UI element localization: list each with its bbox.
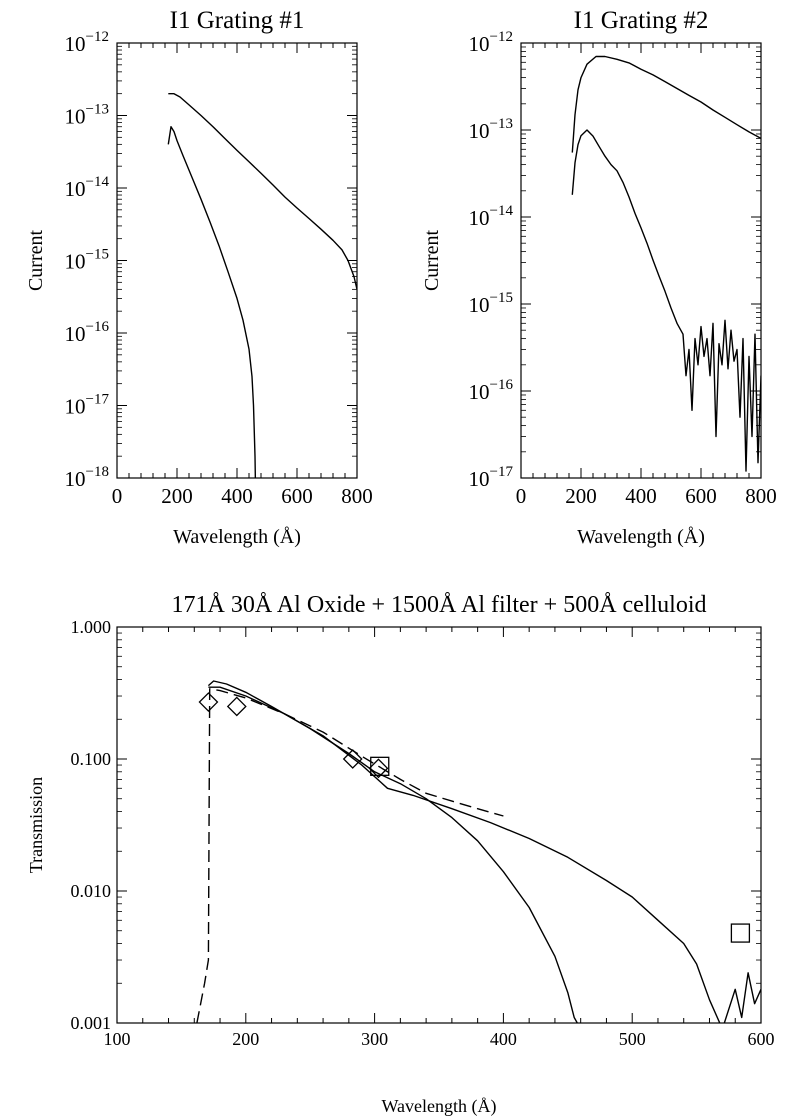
y-tick-label: 10−12 — [469, 29, 513, 56]
x-tick-label: 0 — [516, 484, 527, 508]
data-layer — [196, 680, 761, 1023]
series-0-line — [207, 680, 579, 1023]
x-tick-label: 200 — [232, 1029, 259, 1049]
x-tick-label: 200 — [565, 484, 597, 508]
y-tick-label: 0.010 — [71, 881, 112, 901]
x-tick-label: 600 — [281, 484, 313, 508]
x-tick-label: 800 — [745, 484, 777, 508]
series-1-line — [167, 125, 257, 478]
y-tick-label: 10−13 — [469, 116, 513, 143]
chart-grating-2: 0 200 400 600 800 10−12 10−13 10−14 10−15 10−16 10… — [421, 7, 777, 548]
y-tick-label: 10−18 — [65, 464, 109, 491]
x-tick-label: 400 — [625, 484, 657, 508]
y-axis-label: Transmission — [26, 777, 46, 873]
series-4-marker — [370, 756, 390, 776]
y-tick-label: 10−14 — [469, 203, 514, 230]
plot-frame — [520, 42, 762, 479]
y-axis-label: Current — [25, 230, 47, 292]
x-tick-label: 600 — [748, 1029, 775, 1049]
y-axis-label: Current — [421, 230, 443, 292]
x-tick-label: 800 — [341, 484, 373, 508]
y-tick-label: 10−13 — [65, 102, 109, 129]
chart-transmission: 100 200 300 400 500 600 1.000 0.100 0.010 0.001 17… — [26, 592, 775, 1117]
chart-title: 171Å 30Å Al Oxide + 1500Å Al filter + 50… — [171, 592, 706, 618]
x-axis-label: Wavelength (Å) — [577, 526, 705, 548]
plot-frame — [116, 626, 762, 1024]
data-layer — [167, 92, 357, 478]
series-0-line — [571, 55, 761, 153]
y-tick-label: 10−16 — [65, 319, 110, 346]
y-tick-label: 10−15 — [469, 290, 513, 317]
x-tick-label: 400 — [490, 1029, 517, 1049]
series-3-marker — [368, 758, 389, 779]
x-axis-label: Wavelength (Å) — [381, 1096, 496, 1117]
y-tick-label: 10−17 — [469, 464, 514, 491]
chart-grating-1: 0 200 400 600 800 10−12 10−13 10−14 10−15 10−16 10… — [25, 7, 373, 548]
data-layer — [571, 55, 761, 472]
x-tick-label: 500 — [619, 1029, 646, 1049]
series-3-marker — [226, 696, 247, 717]
plot-frame — [116, 42, 358, 479]
y-tick-label: 1.000 — [71, 617, 112, 637]
series-3-marker — [198, 692, 219, 712]
series-1-line — [208, 686, 761, 1023]
y-tick-label: 0.001 — [71, 1013, 112, 1033]
series-1-line — [571, 129, 761, 472]
series-2-line — [196, 688, 504, 1023]
chart-title: I1 Grating #2 — [574, 7, 709, 34]
x-tick-label: 400 — [221, 484, 253, 508]
y-tick-label: 10−14 — [65, 174, 110, 201]
x-tick-label: 600 — [685, 484, 717, 508]
chart-title: I1 Grating #1 — [170, 7, 305, 34]
series-0-line — [168, 92, 357, 290]
x-tick-label: 100 — [104, 1029, 131, 1049]
y-tick-label: 10−17 — [65, 392, 110, 419]
y-tick-label: 10−15 — [65, 247, 109, 274]
y-tick-label: 0.100 — [71, 749, 112, 769]
series-3-marker — [342, 749, 363, 769]
x-tick-label: 200 — [161, 484, 193, 508]
y-tick-label: 10−12 — [65, 29, 109, 56]
x-tick-label: 300 — [361, 1029, 388, 1049]
series-4-marker — [730, 923, 751, 943]
x-tick-label: 0 — [112, 484, 123, 508]
y-tick-label: 10−16 — [469, 377, 514, 404]
x-axis-label: Wavelength (Å) — [173, 526, 301, 548]
